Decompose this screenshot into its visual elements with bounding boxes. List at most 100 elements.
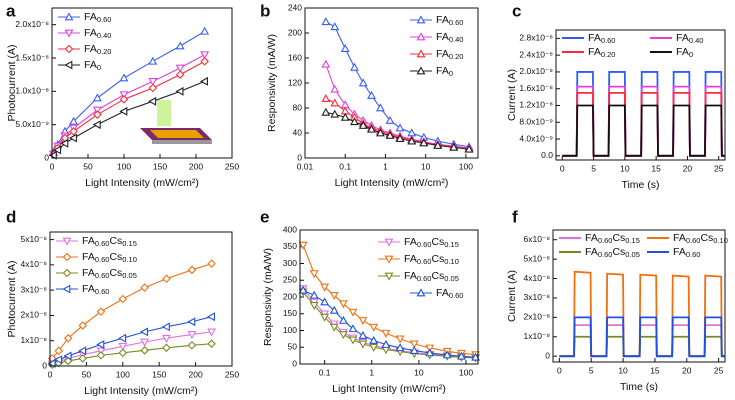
marker bbox=[175, 86, 184, 96]
marker bbox=[350, 62, 359, 71]
device-base bbox=[152, 140, 212, 144]
marker bbox=[118, 342, 128, 351]
legend-label: FA0.60 bbox=[436, 14, 463, 27]
legend-label: FA0.20 bbox=[588, 46, 615, 59]
marker bbox=[78, 354, 88, 363]
x-tick-label: 50 bbox=[82, 369, 92, 379]
marker bbox=[330, 22, 340, 31]
legend-label: FA0.60Cs0.05 bbox=[404, 270, 459, 283]
legend-label: FA0.20 bbox=[436, 48, 463, 61]
y-tick-label: 1.2x10⁻⁸ bbox=[519, 100, 553, 110]
marker bbox=[78, 346, 87, 356]
marker bbox=[118, 333, 127, 343]
y-tick-label: 2.0x10⁻⁸ bbox=[15, 19, 49, 29]
y-tick-label: 0 bbox=[292, 358, 297, 368]
marker bbox=[358, 120, 368, 129]
y-tick-label: 300 bbox=[283, 258, 297, 268]
x-tick-label: 25 bbox=[714, 365, 724, 375]
marker bbox=[200, 51, 210, 60]
marker bbox=[425, 344, 435, 353]
x-axis-label: Time (s) bbox=[620, 381, 658, 393]
y-tick-label: 0 bbox=[44, 152, 49, 162]
y-tick-label: 6x10⁻⁸ bbox=[523, 234, 550, 244]
y-tick-label: 3x10⁻⁸ bbox=[20, 284, 47, 294]
series-line bbox=[562, 85, 725, 157]
marker bbox=[369, 335, 379, 344]
marker bbox=[330, 109, 340, 118]
x-tick-label: 100 bbox=[459, 161, 473, 171]
marker bbox=[78, 321, 88, 330]
marker bbox=[207, 339, 216, 349]
y-axis-label: Current (A) bbox=[506, 270, 518, 322]
chart-panel: b Light Intensity (mW/cm²) Responsivity (m… bbox=[260, 1, 479, 189]
marker bbox=[206, 312, 215, 322]
marker bbox=[425, 348, 435, 357]
marker bbox=[464, 144, 474, 153]
marker bbox=[449, 142, 459, 151]
marker bbox=[395, 335, 405, 344]
y-tick-label: 2x10⁻⁸ bbox=[523, 312, 550, 322]
marker bbox=[64, 29, 74, 38]
marker bbox=[340, 112, 350, 121]
panel-label: f bbox=[512, 207, 518, 226]
marker bbox=[309, 270, 319, 279]
marker bbox=[140, 346, 149, 355]
marker bbox=[148, 96, 157, 106]
marker bbox=[407, 136, 417, 145]
x-tick-label: 200 bbox=[189, 161, 203, 171]
marker bbox=[309, 302, 319, 311]
marker bbox=[384, 238, 394, 247]
chart-panel: e Light Intensity (mW/cm²) Responsivity (m… bbox=[260, 207, 481, 395]
legend-label: FA0.40 bbox=[436, 31, 463, 44]
marker bbox=[187, 340, 197, 350]
marker bbox=[63, 333, 73, 343]
marker bbox=[309, 290, 319, 299]
marker bbox=[54, 355, 63, 365]
y-tick-label: 1.0x10⁻⁸ bbox=[15, 86, 49, 96]
marker bbox=[119, 73, 129, 82]
marker bbox=[187, 331, 197, 340]
marker bbox=[47, 359, 56, 368]
x-tick-label: 250 bbox=[225, 369, 239, 379]
marker bbox=[64, 44, 74, 54]
marker bbox=[369, 343, 379, 352]
marker bbox=[367, 124, 376, 133]
panel-label: c bbox=[512, 1, 521, 20]
legend-label: FA0.60 bbox=[82, 283, 109, 296]
marker bbox=[162, 343, 171, 353]
x-tick-label: 0.01 bbox=[297, 161, 314, 171]
marker bbox=[375, 128, 385, 137]
y-tick-label: 400 bbox=[283, 224, 297, 234]
x-axis-label: Light Intensity (mW/cm²) bbox=[84, 385, 198, 397]
y-tick-label: 40 bbox=[293, 127, 303, 137]
marker bbox=[54, 346, 64, 356]
y-tick-label: 0 bbox=[545, 350, 550, 360]
marker bbox=[200, 26, 210, 35]
marker bbox=[320, 297, 330, 306]
marker bbox=[367, 90, 376, 99]
x-tick-label: 25 bbox=[714, 163, 724, 173]
marker bbox=[385, 130, 395, 139]
legend-label: FA0.60 bbox=[436, 287, 463, 300]
panel-label: e bbox=[260, 207, 269, 226]
marker bbox=[162, 274, 171, 284]
y-axis-label: Photocurrent (A) bbox=[6, 44, 18, 121]
marker bbox=[119, 91, 129, 100]
marker bbox=[329, 305, 339, 314]
series-line bbox=[559, 324, 725, 358]
x-tick-label: 10 bbox=[620, 163, 630, 173]
y-tick-label: 80 bbox=[293, 102, 303, 112]
marker bbox=[329, 291, 339, 300]
marker bbox=[320, 313, 330, 322]
marker bbox=[64, 12, 74, 21]
series-line bbox=[52, 343, 212, 366]
marker bbox=[96, 351, 106, 360]
marker bbox=[200, 57, 209, 66]
marker bbox=[175, 41, 185, 50]
y-tick-label: 240 bbox=[288, 2, 302, 12]
marker bbox=[329, 323, 339, 332]
plot-frame bbox=[552, 229, 726, 363]
series-line bbox=[51, 331, 212, 365]
x-tick-label: 5 bbox=[589, 365, 594, 375]
y-tick-label: 4x10⁻⁸ bbox=[20, 259, 47, 269]
